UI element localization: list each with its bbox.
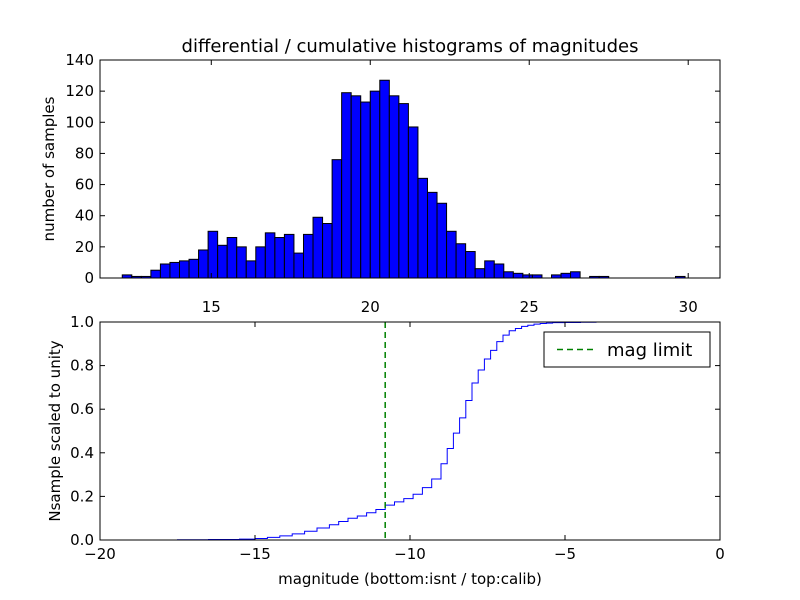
histogram-bar: [236, 246, 247, 279]
histogram-bar: [350, 95, 362, 279]
x-tick-label: −5: [554, 545, 576, 563]
histogram-bar: [217, 244, 228, 279]
x-tick-label: −20: [84, 545, 116, 563]
histogram-bar: [178, 260, 190, 279]
histogram-bar: [331, 159, 343, 279]
histogram-bar: [312, 216, 324, 279]
histogram-panel: differential / cumulative histograms of …: [40, 36, 721, 316]
x-tick-label: −10: [394, 545, 426, 563]
histogram-bar: [465, 251, 476, 279]
histogram-bar: [379, 79, 390, 279]
x-tick-label: 0: [715, 545, 725, 563]
histogram-bar: [341, 92, 352, 279]
histogram-bar: [512, 272, 524, 279]
histogram-bar: [503, 271, 514, 279]
histogram-bar: [283, 233, 295, 279]
histogram-bar: [398, 103, 409, 279]
histogram-bar: [188, 258, 200, 279]
y-tick-label: 20: [75, 238, 94, 256]
histogram-bar: [560, 272, 572, 279]
y-tick-label: 120: [65, 82, 94, 100]
histogram-bar: [198, 249, 209, 279]
histogram-bar: [293, 252, 304, 279]
x-tick-label: 15: [202, 298, 221, 316]
histogram-bar: [570, 271, 581, 279]
histogram-bar: [255, 246, 266, 279]
y-axis-ticks: 0.0 0.2 0.4 0.6 0.8 1.0: [70, 313, 720, 549]
histogram-bar: [245, 260, 257, 279]
y-tick-label: 0: [84, 269, 94, 287]
histogram-bar: [369, 90, 381, 279]
y-axis-label: number of samples: [40, 96, 58, 241]
x-tick-label: −15: [239, 545, 271, 563]
x-axis-label: magnitude (bottom:isnt / top:calib): [278, 570, 542, 588]
y-tick-label: 0.8: [70, 357, 94, 375]
histogram-bar: [274, 237, 285, 279]
y-tick-label: 1.0: [70, 313, 94, 331]
histogram-bar: [455, 243, 467, 279]
y-axis-label: Nsample scaled to unity: [46, 340, 64, 521]
histogram-bar: [207, 230, 219, 279]
x-axis-ticks: −20 −15 −10 −5 0: [84, 322, 725, 563]
y-tick-label: 80: [75, 144, 94, 162]
histogram-bar: [322, 223, 333, 279]
y-axis-ticks: 0 20 40 60 80 100 120 140: [65, 51, 720, 287]
x-axis-ticks: 15 20 25 30: [202, 60, 698, 316]
x-tick-label: 25: [520, 298, 539, 316]
x-tick-label: 30: [679, 298, 698, 316]
histogram-bar: [302, 233, 314, 279]
histogram-bar: [493, 263, 505, 279]
y-tick-label: 140: [65, 51, 94, 69]
histogram-bar: [226, 237, 238, 279]
histogram-bar: [417, 177, 428, 279]
histogram-bar: [159, 263, 171, 279]
histogram-bar: [446, 230, 457, 279]
histogram-bar: [474, 268, 486, 279]
cumulative-axes-frame: [99, 321, 721, 541]
histogram-bar: [150, 269, 161, 279]
y-tick-label: 40: [75, 207, 94, 225]
y-tick-label: 100: [65, 113, 94, 131]
cumulative-panel: 0.0 0.2 0.4 0.6 0.8 1.0 −20 −15 −10 −5 0 Nsample …: [46, 313, 725, 588]
histogram-bar: [169, 261, 180, 279]
y-tick-label: 0.0: [70, 531, 94, 549]
x-tick-label: 20: [361, 298, 380, 316]
chart-title: differential / cumulative histograms of …: [182, 36, 639, 57]
histogram-bar: [436, 202, 448, 279]
y-tick-label: 0.4: [70, 444, 94, 462]
histogram-bar: [484, 260, 495, 279]
y-tick-label: 0.2: [70, 487, 94, 505]
histogram-bar: [264, 232, 276, 279]
cumulative-line: [100, 321, 721, 541]
histogram-bar: [426, 191, 438, 279]
histogram-bar: [407, 126, 419, 279]
legend: mag limit: [543, 331, 711, 368]
histogram-bar: [388, 95, 400, 279]
histogram-axes-frame: [99, 59, 721, 279]
y-tick-label: 0.6: [70, 400, 94, 418]
histogram-bar: [360, 101, 371, 279]
legend-label: mag limit: [607, 340, 692, 361]
y-tick-label: 60: [75, 176, 94, 194]
